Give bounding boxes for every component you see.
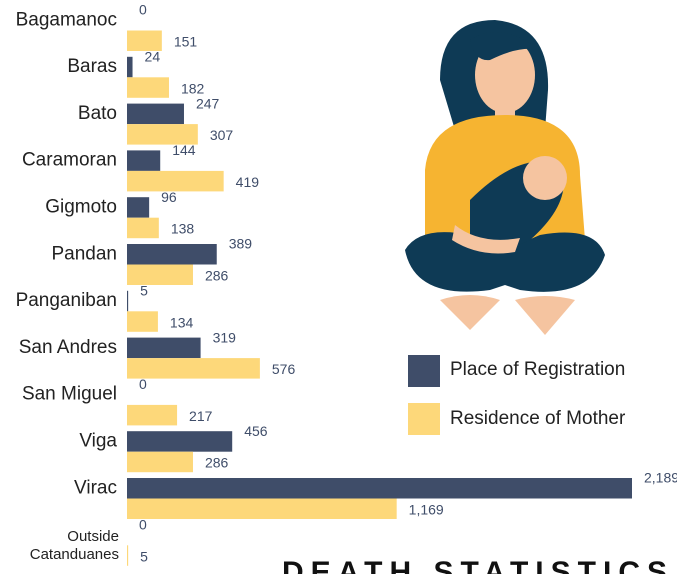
illustration (405, 20, 605, 335)
category-label: Baras (67, 56, 117, 77)
bar (127, 405, 177, 426)
bar (127, 431, 232, 452)
value-label: 0 (139, 517, 147, 533)
bar (127, 197, 149, 218)
bar (127, 104, 184, 125)
category-label: Caramoran (22, 150, 117, 171)
bar (127, 77, 169, 98)
bar (127, 244, 217, 265)
category-label: Viga (79, 430, 117, 451)
value-label: 134 (170, 314, 194, 330)
bar (127, 452, 193, 473)
value-label: 96 (161, 189, 177, 205)
legend-swatch (408, 355, 440, 387)
value-label: 307 (210, 127, 234, 143)
value-label: 5 (140, 283, 148, 299)
legend-swatch (408, 403, 440, 435)
category-label: Virac (74, 477, 117, 498)
bar (127, 358, 260, 379)
category-label: San Miguel (22, 384, 117, 405)
value-label: 247 (196, 95, 220, 111)
category-label: Gigmoto (45, 196, 117, 217)
bar (127, 57, 133, 78)
chart: Place of Registration Residence of Mothe… (0, 0, 677, 574)
value-label: 151 (174, 33, 198, 49)
bar (127, 265, 193, 286)
value-label: 286 (205, 455, 229, 471)
bar (127, 545, 128, 566)
category-label: Pandan (51, 243, 117, 264)
category-label: San Andres (19, 337, 117, 358)
chart-title: DEATH STATISTICS (282, 556, 674, 574)
value-label: 182 (181, 80, 205, 96)
bar (127, 150, 160, 171)
value-label: 2,189 (644, 470, 677, 486)
legend-label: Place of Registration (450, 359, 625, 380)
value-label: 144 (172, 142, 196, 158)
value-label: 1,169 (409, 501, 444, 517)
value-label: 419 (236, 174, 260, 190)
value-label: 286 (205, 267, 229, 283)
bar (127, 478, 632, 499)
value-label: 24 (145, 49, 161, 65)
value-label: 319 (213, 329, 237, 345)
category-label: Panganiban (16, 290, 117, 311)
bar (127, 499, 397, 520)
bar (127, 218, 159, 239)
value-label: 456 (244, 423, 268, 439)
bar (127, 291, 128, 312)
category-label: Bagamanoc (16, 9, 117, 30)
bar (127, 338, 201, 359)
value-label: 0 (139, 376, 147, 392)
value-label: 5 (140, 548, 148, 564)
value-label: 0 (139, 2, 147, 18)
category-label: Bato (78, 103, 117, 124)
value-label: 576 (272, 361, 296, 377)
value-label: 217 (189, 408, 213, 424)
value-label: 389 (229, 236, 253, 252)
legend-label: Residence of Mother (450, 408, 626, 429)
value-label: 138 (171, 221, 195, 237)
bar (127, 311, 158, 332)
